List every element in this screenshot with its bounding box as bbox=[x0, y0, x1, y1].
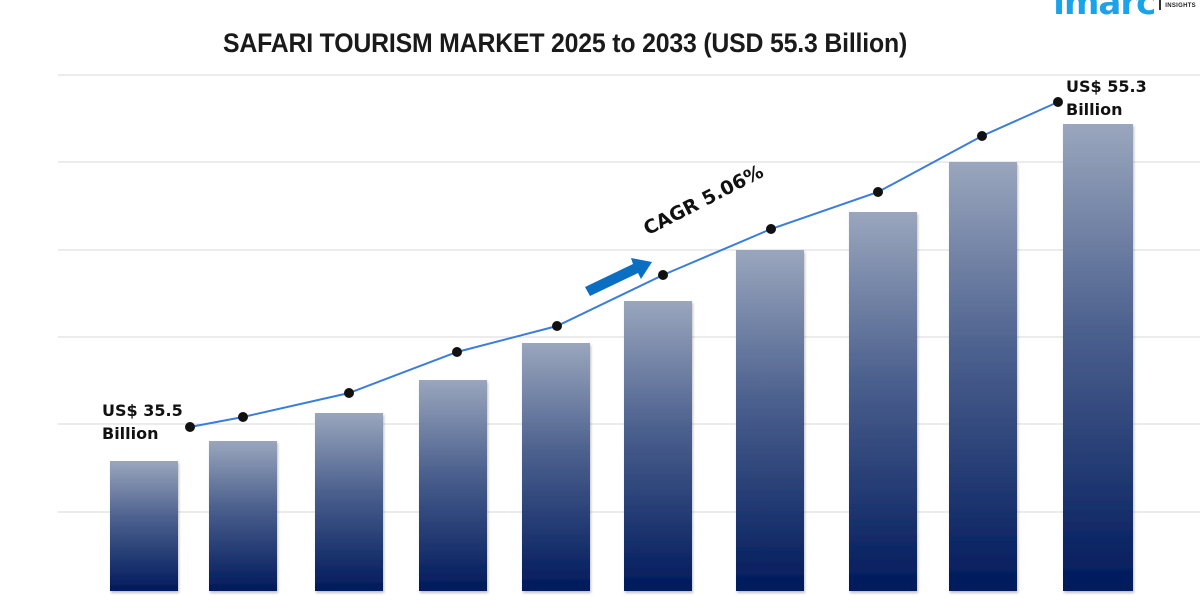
logo-wordmark: imarc bbox=[1053, 0, 1156, 23]
marker-2 bbox=[238, 412, 248, 422]
start-value-label: US$ 35.5 Billion bbox=[102, 399, 183, 445]
bar-10 bbox=[1063, 124, 1133, 591]
bar-7 bbox=[736, 250, 804, 591]
marker-4 bbox=[452, 347, 462, 357]
marker-1 bbox=[185, 422, 195, 432]
end-value-label: US$ 55.3 Billion bbox=[1066, 75, 1147, 121]
end-value-unit: Billion bbox=[1066, 100, 1123, 119]
imarc-logo: imarc INSIGHTS bbox=[1053, 0, 1196, 20]
bar-2 bbox=[209, 441, 277, 591]
marker-5 bbox=[552, 321, 562, 331]
cagr-arrow-icon bbox=[585, 258, 652, 296]
marker-6 bbox=[658, 270, 668, 280]
start-value-unit: Billion bbox=[102, 424, 159, 443]
bar-6 bbox=[624, 301, 692, 591]
bar-5 bbox=[522, 343, 590, 591]
marker-7 bbox=[766, 224, 776, 234]
bars bbox=[110, 124, 1133, 591]
bar-1 bbox=[110, 461, 178, 591]
trend-markers bbox=[185, 97, 1063, 432]
bar-8 bbox=[849, 212, 917, 591]
end-value-amount: US$ 55.3 bbox=[1066, 77, 1147, 96]
marker-9 bbox=[977, 131, 987, 141]
chart-title: SAFARI TOURISM MARKET 2025 to 2033 (USD … bbox=[222, 28, 908, 58]
bar-9 bbox=[949, 162, 1017, 591]
start-value-amount: US$ 35.5 bbox=[102, 401, 183, 420]
bar-4 bbox=[419, 380, 487, 591]
bar-3 bbox=[315, 413, 383, 591]
trend-line bbox=[189, 101, 1059, 428]
logo-divider bbox=[1159, 0, 1162, 10]
marker-8 bbox=[873, 187, 883, 197]
logo-subtext: INSIGHTS bbox=[1165, 3, 1196, 9]
marker-3 bbox=[344, 388, 354, 398]
marker-10 bbox=[1053, 97, 1063, 107]
